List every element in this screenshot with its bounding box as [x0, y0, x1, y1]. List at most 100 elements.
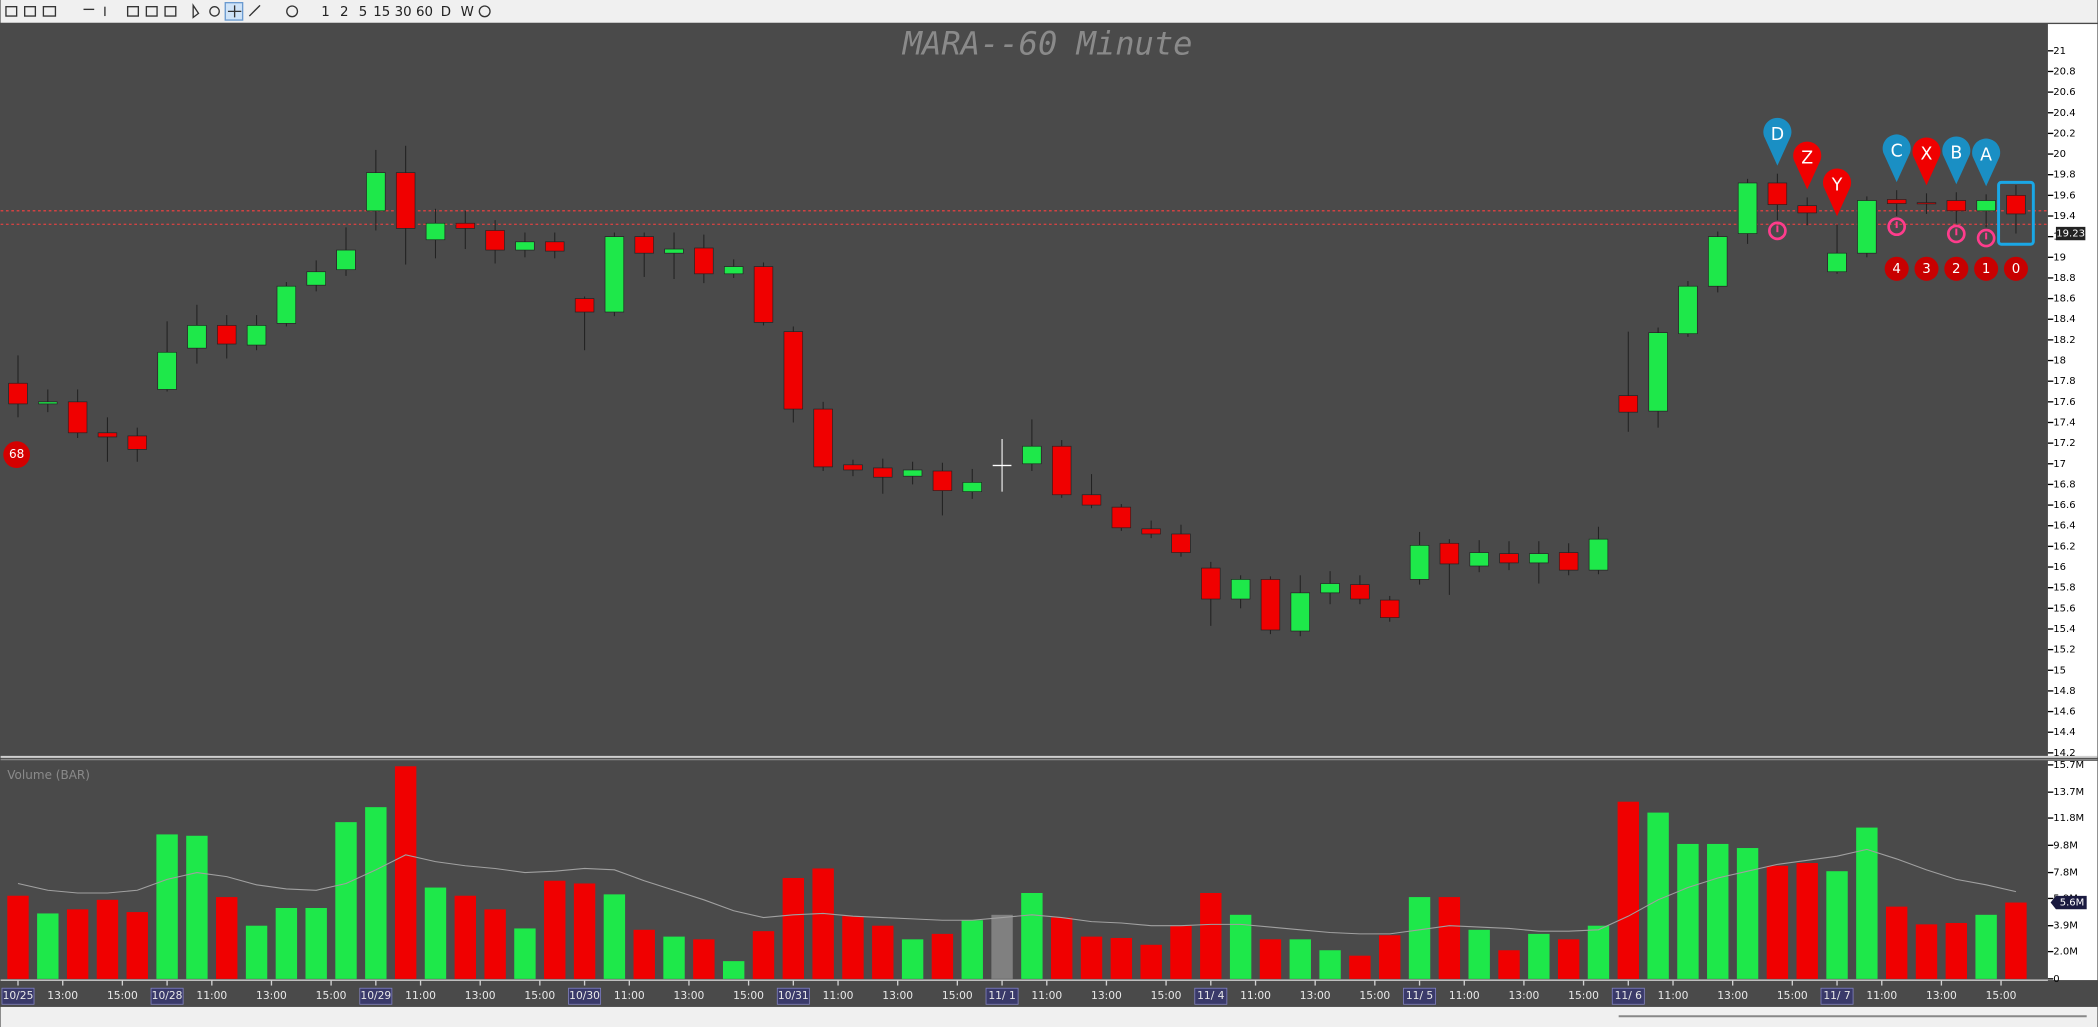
- y-tick-label: 15.8: [2053, 583, 2075, 594]
- timeframe-button[interactable]: W: [461, 5, 474, 20]
- candle-body: [1737, 182, 1758, 234]
- x-tick-label: 15:00: [524, 989, 555, 1002]
- volume-tick-label: 3.9M: [2053, 921, 2078, 932]
- last-volume-label: 5.6M: [2060, 898, 2085, 909]
- x-tick-label: 15:00: [107, 989, 138, 1002]
- tool-icon[interactable]: [42, 6, 57, 17]
- tool-icon[interactable]: [192, 3, 200, 19]
- tool-icon[interactable]: [126, 6, 140, 17]
- tool-icon[interactable]: [5, 6, 18, 17]
- volume-bar: [573, 883, 596, 979]
- date-label-box: [568, 987, 602, 1005]
- date-label-box: [1820, 987, 1854, 1005]
- x-tick-label: 10/28: [152, 989, 183, 1002]
- candle-body: [1827, 252, 1847, 273]
- last-volume-box: [2050, 895, 2087, 910]
- signal-label: D: [1771, 125, 1784, 145]
- volume-bar: [1826, 871, 1848, 979]
- volume-bar: [1408, 897, 1431, 979]
- tool-icon[interactable]: [209, 6, 220, 17]
- x-tick-label: 11:00: [405, 989, 436, 1002]
- candle-body: [634, 236, 654, 254]
- volume-bar: [722, 961, 745, 979]
- scrollbar[interactable]: [0, 1006, 2098, 1027]
- x-tick-label: 15:00: [942, 989, 973, 1002]
- volume-bar: [812, 868, 834, 979]
- volume-bar: [156, 834, 178, 979]
- tool-icon[interactable]: [145, 6, 158, 17]
- candle-body: [1767, 182, 1788, 205]
- candle-body: [97, 432, 118, 438]
- volume-bar: [1498, 950, 1520, 979]
- timeframe-button[interactable]: 60: [416, 5, 433, 20]
- timeframe-button[interactable]: 2: [340, 5, 349, 20]
- count-marker: [1914, 256, 1939, 281]
- volume-bar: [7, 895, 29, 979]
- volume-bar: [66, 909, 89, 979]
- candle-body: [962, 482, 982, 492]
- bar-count-label: 68: [9, 447, 24, 461]
- signal-pin: [1822, 168, 1852, 217]
- signal-pin: [1763, 117, 1792, 166]
- volume-tick-label: 9.8M: [2053, 840, 2078, 851]
- candle-body: [1320, 583, 1340, 594]
- candle-body: [485, 230, 505, 251]
- y-tick-label: 14.2: [2053, 748, 2075, 759]
- candle-body: [395, 172, 416, 229]
- volume-bar: [335, 822, 357, 979]
- timeframe-button[interactable]: 30: [395, 5, 412, 20]
- tool-icon[interactable]: [248, 4, 261, 17]
- x-tick-label: 11:00: [823, 989, 854, 1002]
- candle-body: [515, 241, 535, 251]
- volume-bar: [544, 880, 566, 979]
- y-tick-label: 19.8: [2053, 170, 2075, 181]
- timeframe-button[interactable]: D: [441, 5, 451, 20]
- candle-body: [1499, 553, 1519, 564]
- tool-icon[interactable]: [286, 5, 299, 18]
- signal-label: Y: [1831, 175, 1843, 195]
- candle-body: [157, 351, 177, 390]
- x-tick-label: 15:00: [316, 989, 347, 1002]
- candle-body: [1201, 567, 1221, 600]
- tool-icon[interactable]: [164, 6, 177, 17]
- volume-bar: [1379, 935, 1401, 979]
- candle-body: [1260, 579, 1281, 631]
- y-tick-label: 17.4: [2053, 417, 2075, 428]
- timeframe-button[interactable]: 15: [373, 5, 390, 20]
- x-tick-label: 13:00: [882, 989, 913, 1002]
- signal-label: B: [1950, 143, 1962, 163]
- candle-body: [1529, 553, 1549, 564]
- signal-ring: [1946, 224, 1966, 244]
- volume-bar: [245, 925, 268, 979]
- candle-body: [1857, 200, 1877, 254]
- volume-bar: [663, 936, 685, 979]
- tool-icon[interactable]: [478, 5, 491, 18]
- volume-bar: [1617, 801, 1639, 979]
- volume-bar: [1945, 922, 1968, 979]
- timeframe-button[interactable]: 5: [359, 5, 368, 20]
- x-tick-label: 13:00: [674, 989, 705, 1002]
- candle-body: [1797, 205, 1817, 214]
- volume-bar: [1140, 944, 1162, 979]
- y-tick-label: 15.6: [2053, 603, 2075, 614]
- candle-body: [1230, 579, 1251, 600]
- candle-body: [425, 222, 446, 241]
- x-tick-label: 11:00: [196, 989, 227, 1002]
- volume-bar: [1319, 950, 1341, 979]
- volume-bar: [2005, 902, 2027, 979]
- candle-body: [1111, 506, 1132, 529]
- tool-icon[interactable]: [227, 5, 242, 18]
- volume-bar: [1915, 924, 1938, 979]
- bar-count-badge: [3, 441, 31, 469]
- timeframe-button[interactable]: 1: [321, 5, 330, 20]
- volume-bar: [1677, 843, 1699, 979]
- candle-body: [217, 325, 237, 345]
- signal-ring: [1976, 228, 1996, 248]
- candle-body: [336, 249, 356, 271]
- signal-label: Z: [1801, 149, 1813, 169]
- tool-icon[interactable]: [24, 6, 37, 17]
- y-tick-label: 15.4: [2053, 624, 2075, 635]
- x-tick-label: 11:00: [1240, 989, 1271, 1002]
- y-tick-label: 18.2: [2053, 335, 2075, 346]
